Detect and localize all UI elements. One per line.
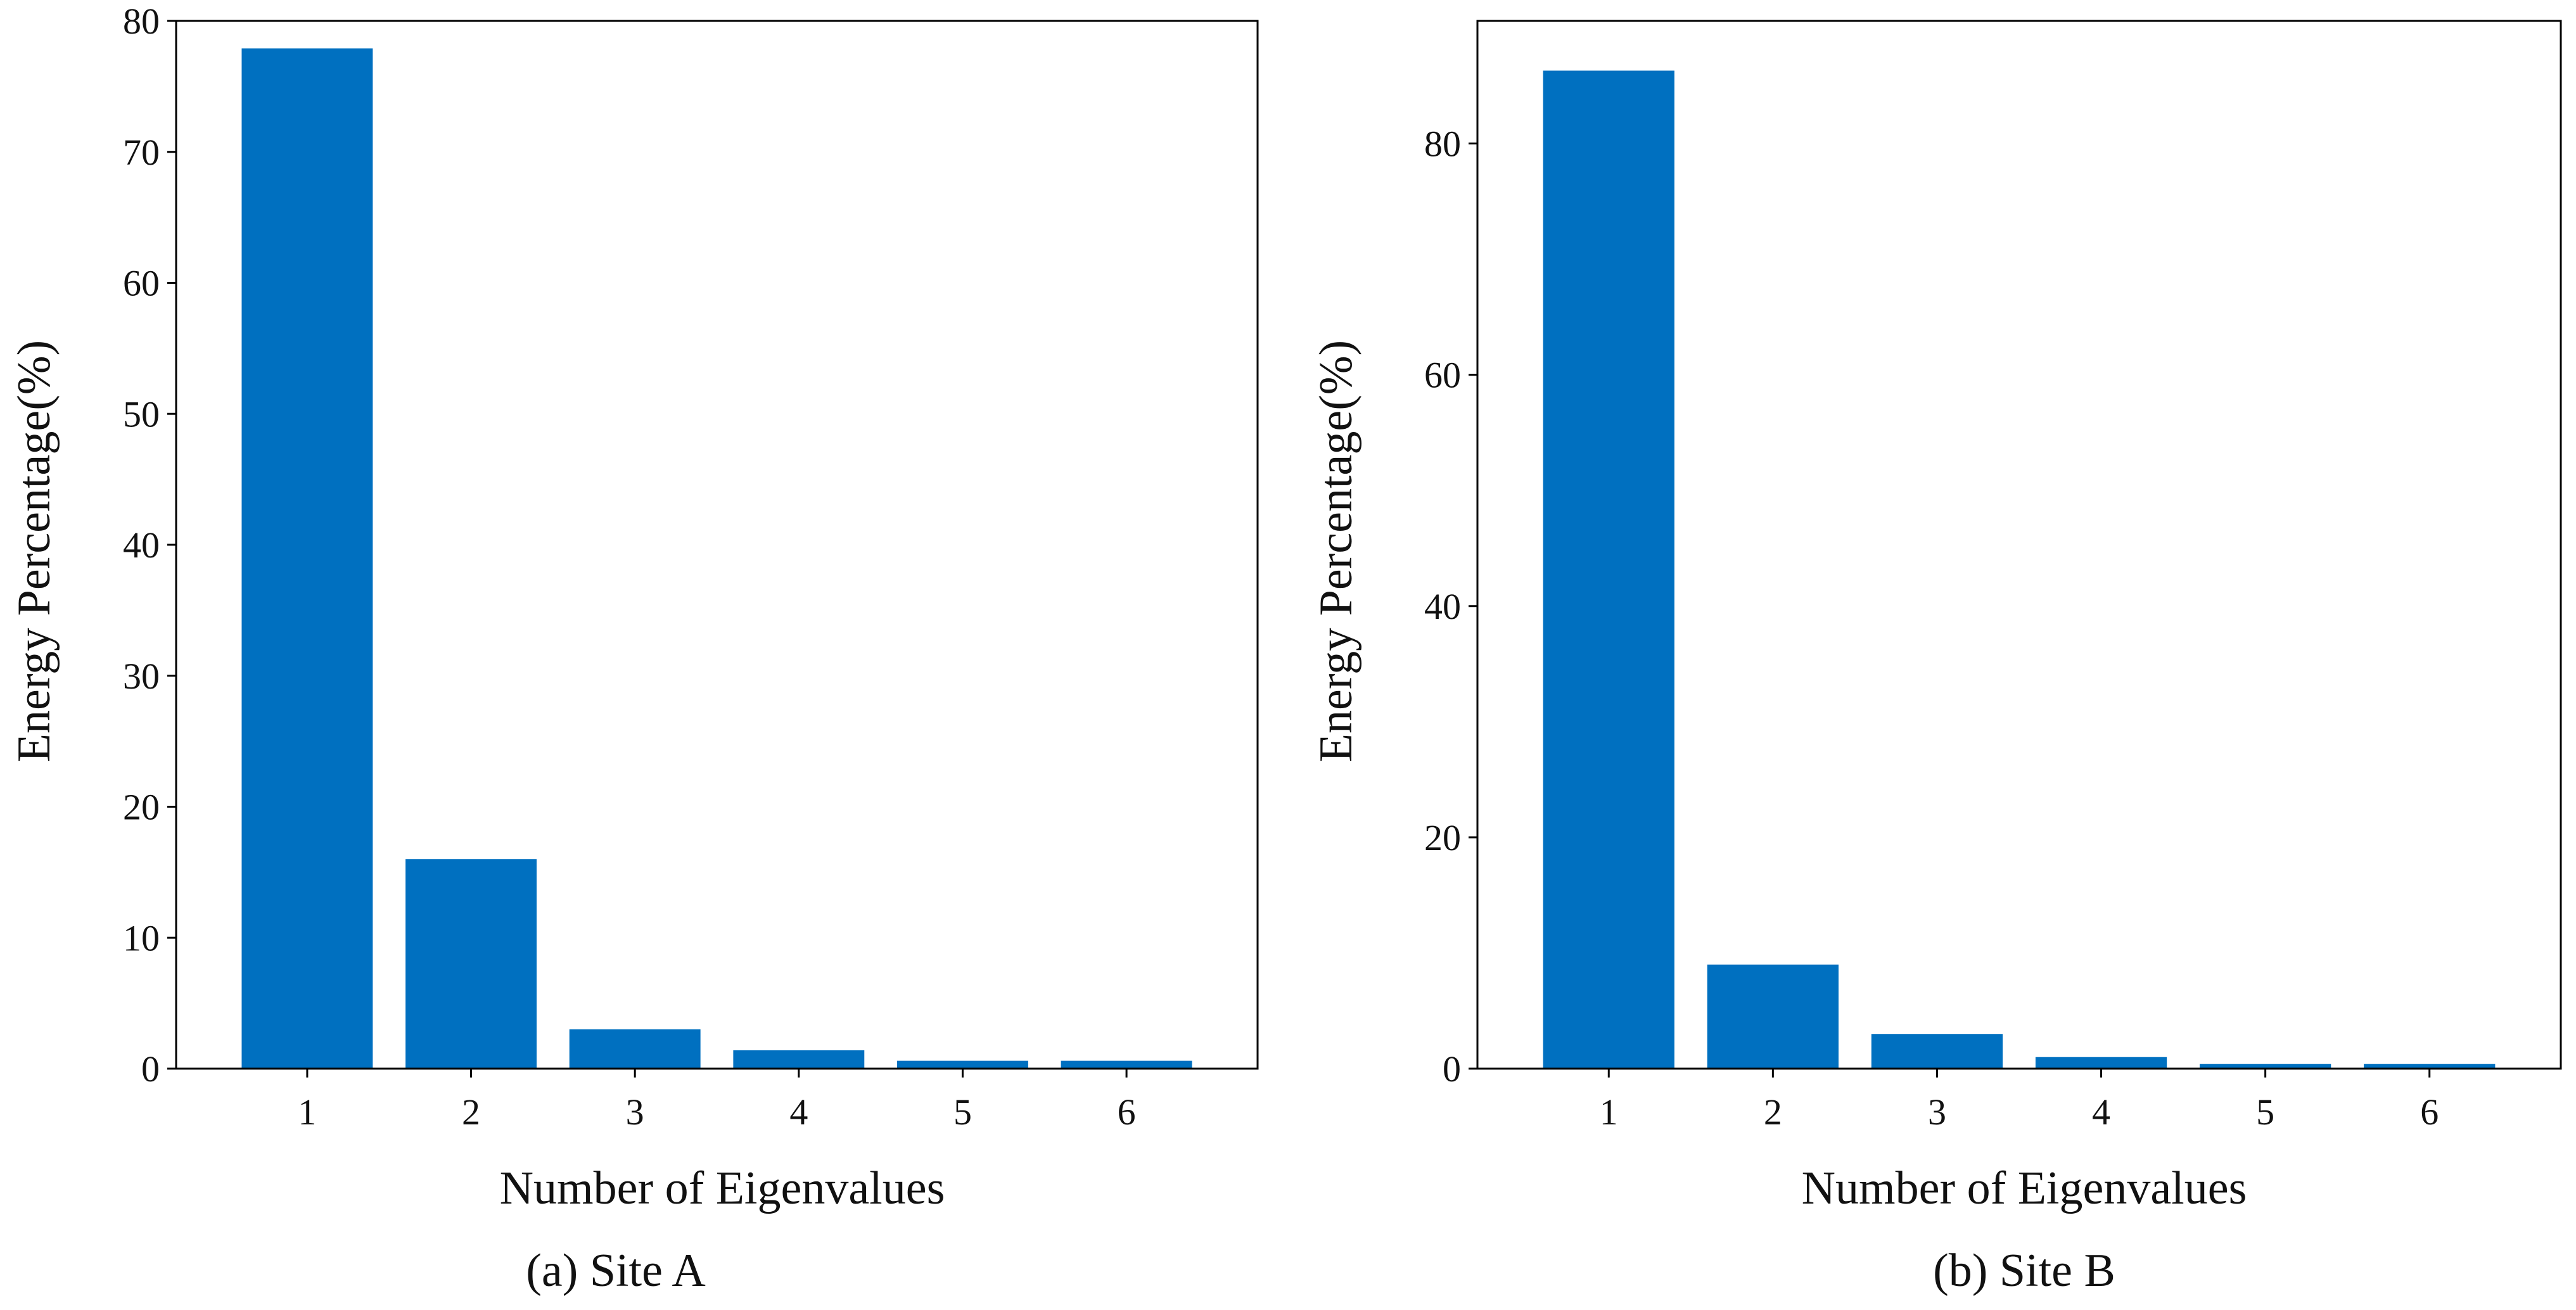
chart-b-bar-2 <box>1707 964 1839 1069</box>
chart-b-xlabel: Number of Eigenvalues <box>1802 1162 2247 1214</box>
chart-a-bar-5 <box>897 1060 1028 1069</box>
chart-a-ytick-label: 10 <box>123 917 160 958</box>
chart-b-ytick-label: 40 <box>1424 586 1461 627</box>
chart-a-bar-2 <box>405 859 537 1069</box>
chart-b-bar-6 <box>2364 1064 2496 1069</box>
chart-a-bar-4 <box>733 1050 865 1069</box>
chart-a-xtick-label: 1 <box>298 1091 316 1133</box>
chart-a-xtick-label: 5 <box>953 1091 972 1133</box>
chart-panel-site-b: Energy Percentage(%) Number of Eigenvalu… <box>1310 20 2562 1297</box>
chart-b-plot-frame <box>1476 20 2562 1070</box>
chart-b-ytick-label: 20 <box>1424 817 1461 858</box>
chart-b-xtick-label: 5 <box>2256 1091 2274 1133</box>
chart-a-bar-6 <box>1061 1060 1192 1069</box>
chart-a-ytick-label: 70 <box>123 132 160 173</box>
chart-a-ytick-label: 40 <box>123 525 160 566</box>
chart-b-caption: (b) Site B <box>1933 1245 2115 1297</box>
chart-b-bar-4 <box>2035 1057 2167 1069</box>
chart-b-xtick-label: 2 <box>1764 1091 1782 1133</box>
chart-a-ytick-label: 80 <box>123 1 160 42</box>
chart-a-bar-1 <box>241 48 373 1069</box>
chart-a-ytick-label: 60 <box>123 263 160 304</box>
chart-b-ytick-label: 80 <box>1424 124 1461 165</box>
chart-a-ytick-label: 0 <box>141 1048 160 1090</box>
chart-b-bar-1 <box>1543 70 1674 1069</box>
chart-a-xlabel: Number of Eigenvalues <box>500 1162 945 1214</box>
chart-b-xtick-label: 3 <box>1928 1091 1946 1133</box>
chart-a-bar-3 <box>569 1029 701 1069</box>
chart-b-ylabel: Energy Percentage(%) <box>1310 340 1362 762</box>
chart-a-ylabel: Energy Percentage(%) <box>8 340 60 762</box>
chart-panel-site-a: Energy Percentage(%) Number of Eigenvalu… <box>8 1 1259 1297</box>
chart-a-ytick-label: 30 <box>123 656 160 697</box>
chart-a-caption: (a) Site A <box>526 1245 706 1297</box>
chart-b-bar-5 <box>2200 1064 2331 1069</box>
chart-a-xtick-label: 6 <box>1118 1091 1136 1133</box>
chart-b-xtick-label: 4 <box>2092 1091 2110 1133</box>
chart-b-ytick-label: 60 <box>1424 355 1461 396</box>
chart-b-xtick-label: 1 <box>1600 1091 1618 1133</box>
chart-a-xtick-label: 2 <box>462 1091 480 1133</box>
chart-b-xtick-label: 6 <box>2420 1091 2439 1133</box>
chart-b-ytick-label: 0 <box>1443 1048 1461 1090</box>
chart-a-xtick-label: 3 <box>626 1091 644 1133</box>
chart-a-xtick-label: 4 <box>789 1091 808 1133</box>
chart-a-ytick-label: 20 <box>123 787 160 828</box>
chart-a-ytick-label: 50 <box>123 393 160 435</box>
chart-b-bar-3 <box>1871 1034 2003 1069</box>
